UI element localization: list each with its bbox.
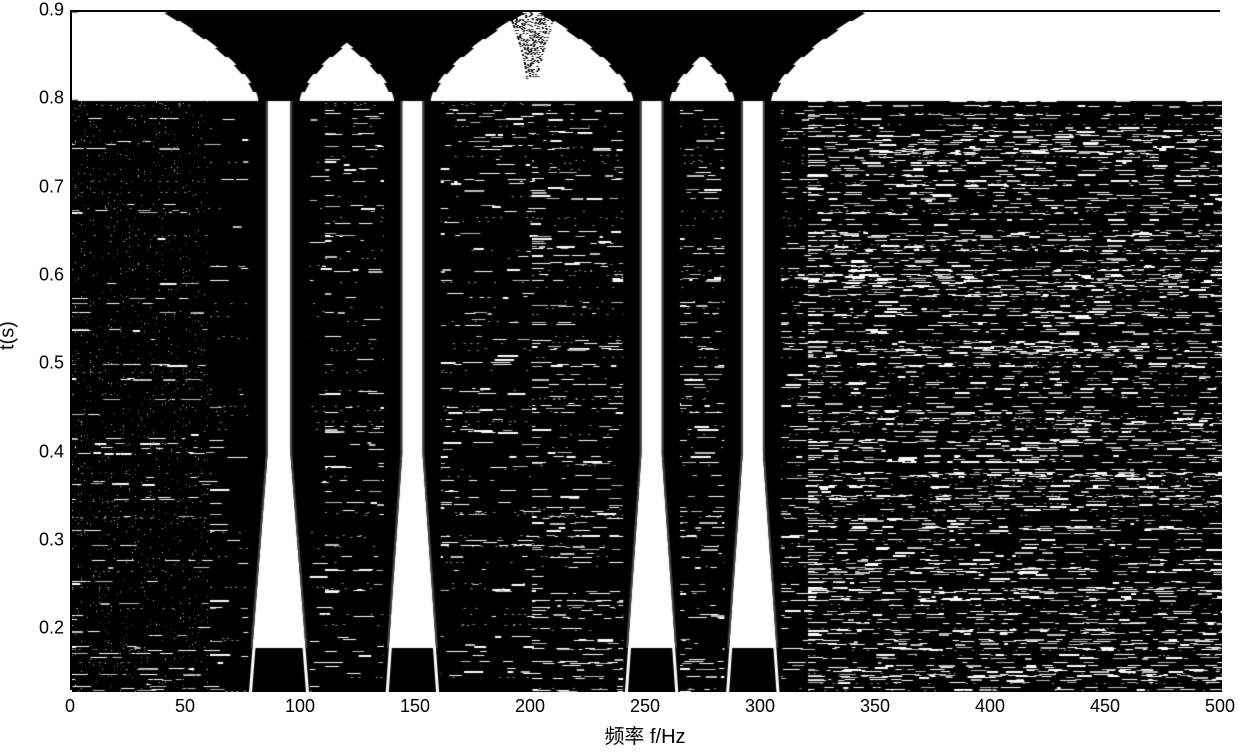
- x-tick-label: 400: [975, 696, 1005, 717]
- y-tick-label: 0.3: [30, 529, 64, 550]
- x-tick-label: 200: [515, 696, 545, 717]
- y-tick-label: 0.5: [30, 353, 64, 374]
- x-tick-label: 250: [630, 696, 660, 717]
- spectrogram-canvas: [72, 12, 1222, 692]
- x-tick-label: 50: [175, 696, 195, 717]
- x-tick-label: 300: [745, 696, 775, 717]
- y-axis-label: t(s): [0, 321, 20, 350]
- y-tick-label: 0.9: [30, 0, 64, 21]
- y-tick-label: 0.8: [30, 88, 64, 109]
- x-tick-label: 100: [285, 696, 315, 717]
- y-tick-label: 0.7: [30, 176, 64, 197]
- x-axis-label: 频率 f/Hz: [604, 720, 685, 749]
- x-tick-label: 150: [400, 696, 430, 717]
- x-tick-label: 450: [1090, 696, 1120, 717]
- chart-container: t(s) 频率 f/Hz 0 50 100 150 200 250 300 350 400 450…: [0, 0, 1240, 752]
- x-tick-label: 350: [860, 696, 890, 717]
- plot-area: [70, 10, 1220, 690]
- y-tick-label: 0.2: [30, 618, 64, 639]
- x-tick-label: 0: [65, 696, 75, 717]
- x-tick-label: 500: [1205, 696, 1235, 717]
- y-tick-label: 0.4: [30, 441, 64, 462]
- y-tick-label: 0.6: [30, 264, 64, 285]
